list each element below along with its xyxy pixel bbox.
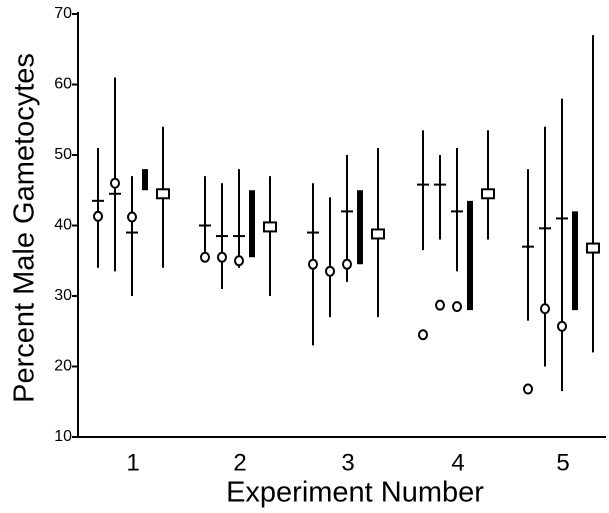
point-circle — [200, 251, 210, 263]
point-circle — [325, 265, 335, 277]
point-circle — [540, 303, 550, 315]
y-axis-title: Percent Male Gametocytes — [9, 53, 41, 403]
y-tick-label: 20 — [54, 358, 72, 375]
y-tick-label: 30 — [54, 287, 72, 304]
x-axis-title: Experiment Number — [226, 477, 484, 509]
point-circle — [523, 383, 533, 395]
y-tick-label: 50 — [54, 146, 72, 163]
x-tick-label: 5 — [556, 449, 569, 476]
y-tick-label: 70 — [54, 5, 72, 22]
x-tick-label: 2 — [233, 449, 246, 476]
point-circle — [557, 320, 567, 332]
y-tick-label: 10 — [54, 428, 72, 445]
y-tick-label: 40 — [54, 217, 72, 234]
point-square — [263, 221, 277, 233]
point-circle — [110, 177, 120, 189]
point-circle — [342, 258, 352, 270]
point-square — [586, 242, 600, 254]
point-circle — [418, 329, 428, 341]
point-circle — [93, 210, 103, 222]
point-circle — [452, 301, 462, 313]
point-circle — [308, 258, 318, 270]
point-square — [481, 188, 495, 200]
point-circle — [127, 211, 137, 223]
y-tick-label: 60 — [54, 76, 72, 93]
x-tick-label: 1 — [126, 449, 139, 476]
point-square — [371, 228, 385, 240]
point-circle — [435, 299, 445, 311]
point-square — [156, 188, 170, 200]
x-tick-label: 4 — [451, 449, 464, 476]
x-tick-label: 3 — [341, 449, 354, 476]
point-circle — [217, 251, 227, 263]
point-circle — [234, 255, 244, 267]
